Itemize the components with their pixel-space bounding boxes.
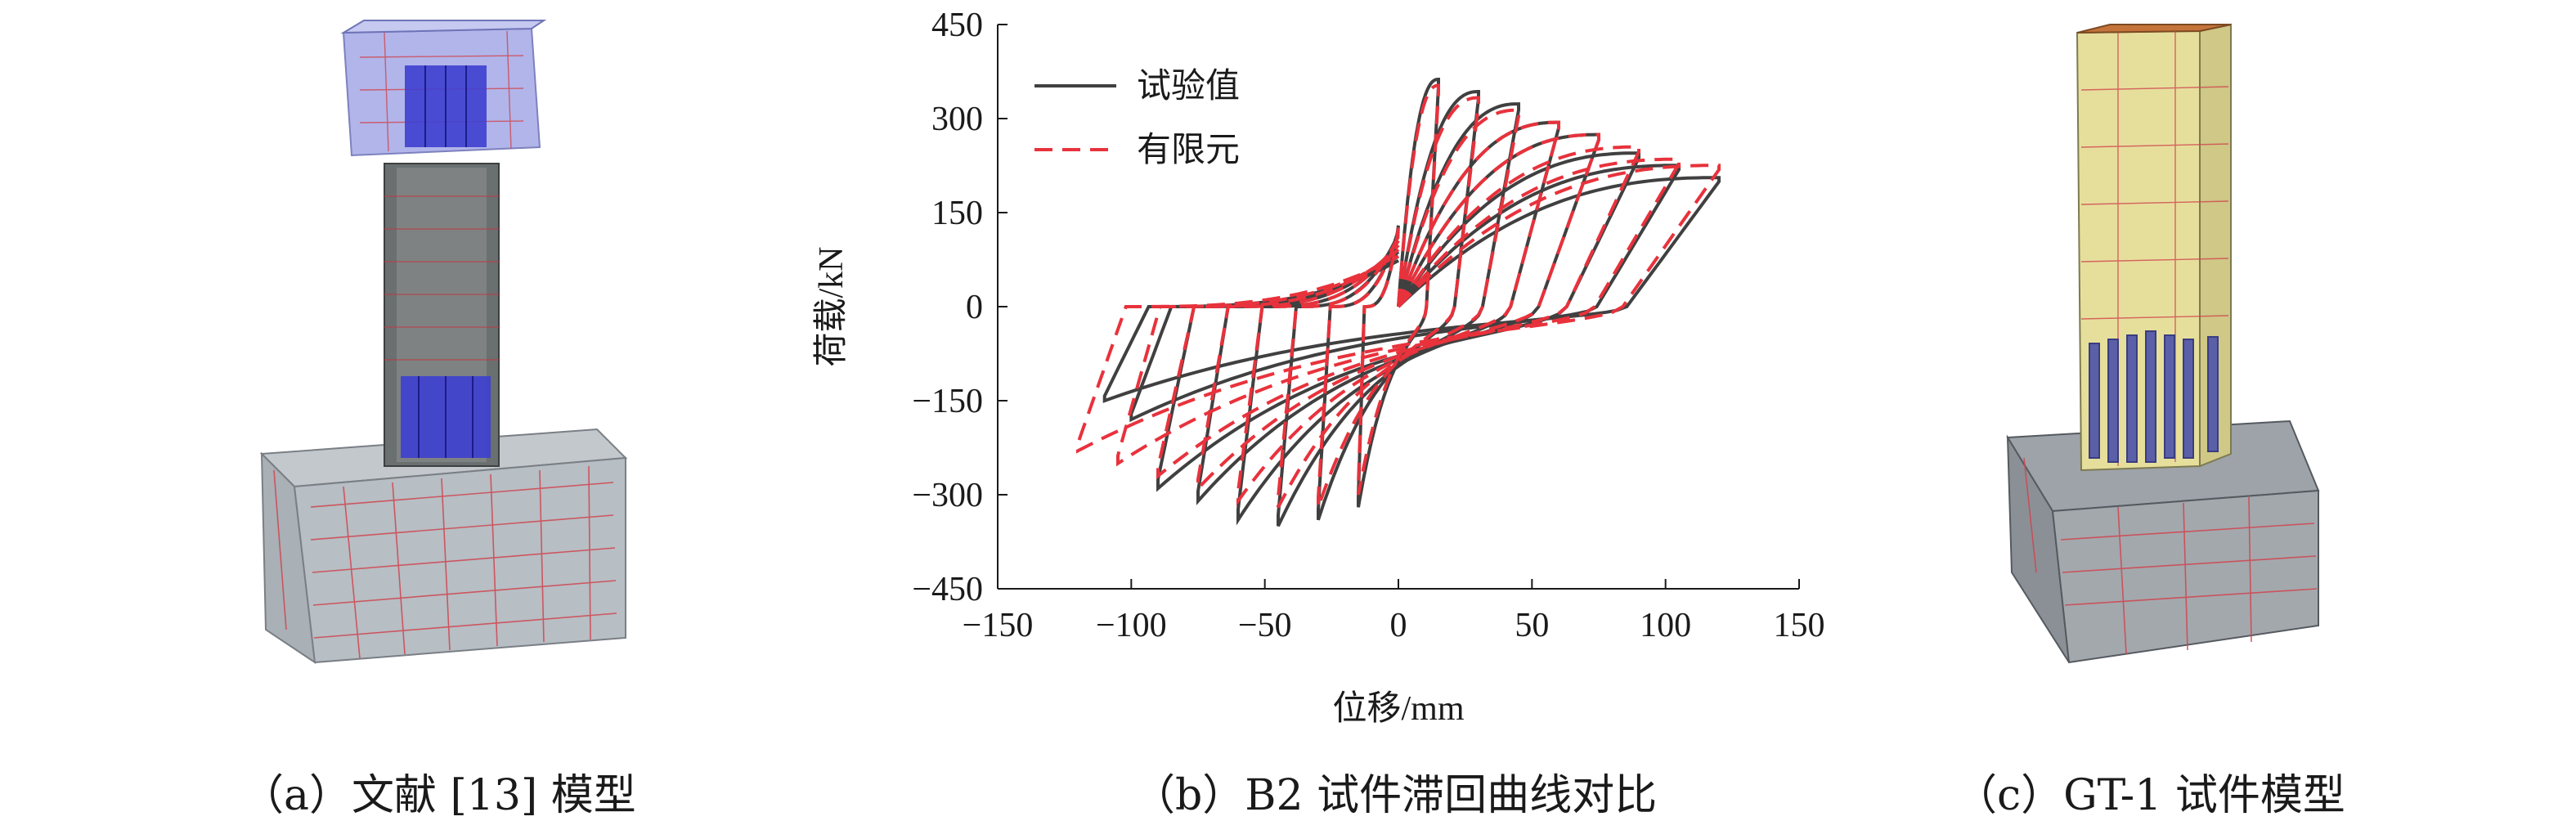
- y-tick-label: −300: [912, 477, 983, 514]
- hysteresis-loop: [1277, 108, 1520, 509]
- chart-curves: [1076, 78, 1721, 527]
- hysteresis-chart-svg: −450 −300 −150 0 150 300 450 −150 −100 −50 0 50 100 1…: [813, 7, 1825, 728]
- caption-panel-c: （c）GT-1 试件模型: [1954, 771, 2345, 820]
- legend-label: 有限元: [1137, 132, 1240, 169]
- legend-label: 试验值: [1137, 67, 1240, 105]
- caption-panel-b: （b）B2 试件滞回曲线对比: [1133, 771, 1658, 820]
- y-tick-label: 450: [931, 7, 983, 44]
- hysteresis-loop: [1156, 145, 1640, 480]
- y-tick-label: −450: [912, 571, 983, 608]
- x-tick-label: 100: [1640, 607, 1691, 644]
- y-axis-label: 荷载/kN: [813, 246, 850, 366]
- hysteresis-loop: [1317, 96, 1480, 508]
- chart-axes: −450 −300 −150 0 150 300 450 −150 −100 −50 0 50 100 1…: [813, 7, 1825, 728]
- y-tick-label: 300: [931, 101, 983, 138]
- x-tick-label: −150: [963, 607, 1034, 644]
- hysteresis-loop: [1236, 120, 1560, 506]
- hysteresis-loop: [1116, 157, 1681, 467]
- hysteresis-loop: [1076, 164, 1721, 454]
- x-tick-label: −50: [1238, 607, 1292, 644]
- hysteresis-loop: [1277, 102, 1520, 527]
- x-tick-label: 50: [1515, 607, 1549, 644]
- x-tick-label: 150: [1774, 607, 1825, 644]
- panel-c-gt1-model: [1848, 0, 2576, 830]
- panel-a-reference-model: [0, 0, 818, 830]
- y-tick-label: −150: [912, 383, 983, 420]
- x-tick-label: 0: [1390, 607, 1407, 644]
- series-fem: [1076, 83, 1721, 509]
- y-tick-label: 0: [966, 289, 983, 326]
- y-tick-label: 150: [931, 195, 983, 232]
- gt1-specimen-model-image: [2006, 23, 2320, 664]
- x-tick-label: −100: [1096, 607, 1167, 644]
- reference-column-model-image: [259, 20, 628, 665]
- hysteresis-loop: [1196, 132, 1600, 493]
- panel-b-hysteresis-chart: −450 −300 −150 0 150 300 450 −150 −100 −50 0 50 100 1…: [785, 0, 1848, 830]
- x-axis-label: 位移/mm: [1332, 689, 1464, 728]
- caption-panel-a: （a）文献 [13] 模型: [241, 771, 636, 820]
